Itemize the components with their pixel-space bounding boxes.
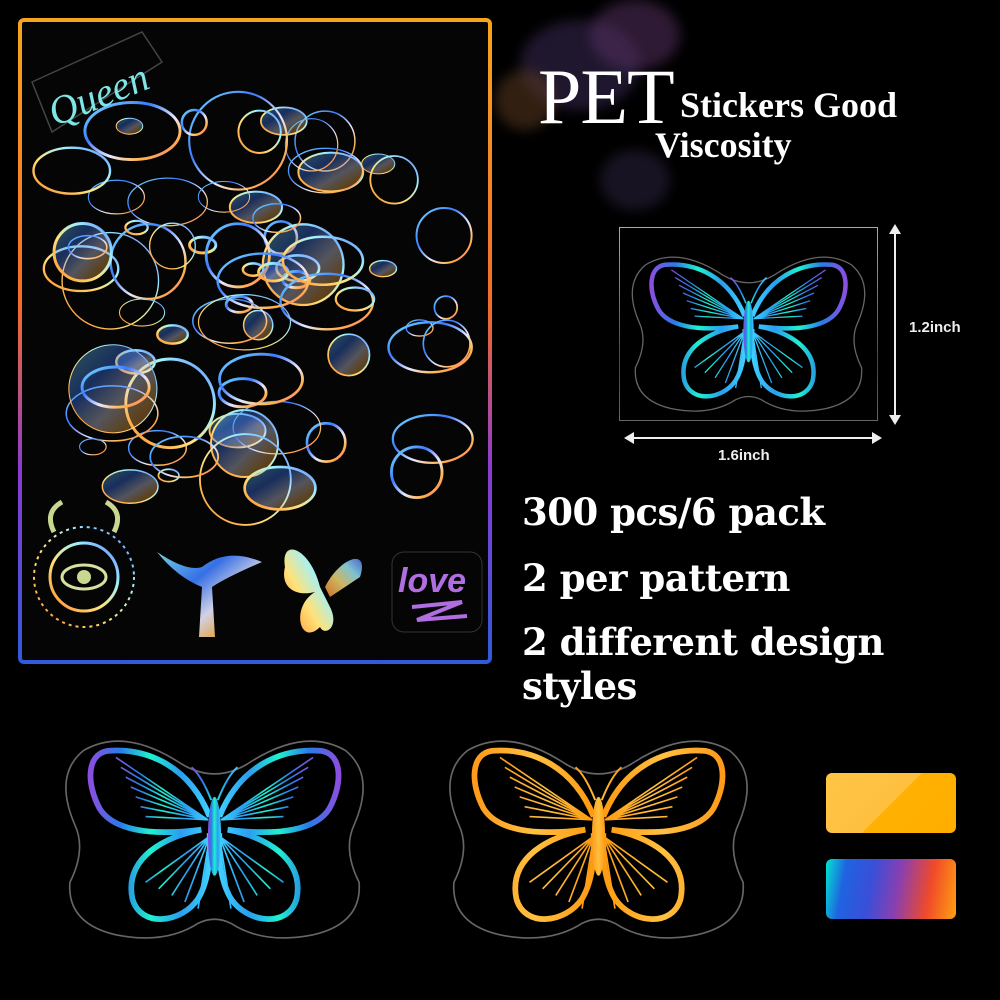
sticker-shape [32,146,112,195]
eye-sticker [33,499,135,628]
paint-splash [590,0,680,70]
headline-pet: PET [538,53,675,140]
sticker-shape [216,252,310,310]
sticker-shape [217,377,268,409]
sticker-shape [180,108,208,137]
headline-line2: Viscosity [655,125,792,165]
feature-per-pattern: 2 per pattern [522,556,790,600]
dimension-box [619,227,878,421]
holographic-color-swatch [826,859,956,919]
width-label: 1.6inch [718,447,770,464]
sticker-shape [281,235,365,287]
sticker-shape [83,101,182,162]
sticker-shape [327,333,371,377]
whale-tail-sticker [157,552,262,637]
sticker-shape [387,321,473,374]
height-arrow-icon [889,224,901,425]
sticker-outline [631,256,866,412]
sticker-shape [369,155,419,205]
sticker-shape [391,413,474,465]
love-sticker: love [391,551,483,633]
sticker-shape [188,90,289,191]
headline-line1: Stickers Good [680,85,898,125]
sticker-shape [115,117,144,135]
sticker-shape [415,206,473,265]
sticker-shape [87,179,146,215]
width-arrow-icon [624,432,882,444]
gold-color-swatch [826,773,956,833]
sticker-outline [65,740,364,939]
sticker-shape [52,222,113,283]
sticker-collage-photo: Queen love [18,18,492,664]
sticker-shape [78,438,107,456]
sticker-shape [334,286,376,312]
sticker-shape [149,435,220,479]
butterfly-sample [631,256,866,412]
sticker-shape [422,319,471,368]
sticker-shape [197,180,251,213]
sticker-shape [68,344,158,434]
sticker-shape [80,365,151,409]
sticker-shape [287,147,364,194]
queen-sticker: Queen [31,31,164,135]
paint-splash [495,70,555,130]
sticker-outline [449,740,748,939]
sticker-shape [218,352,304,406]
butterfly-sticker-small [284,549,362,633]
sticker-pile-image: Queen love [31,31,483,637]
butterfly-gold-style [449,740,748,939]
love-sticker-text: love [398,562,466,600]
feature-quantity: 300 pcs/6 pack [522,490,825,534]
sticker-shape [305,421,347,463]
height-label: 1.2inch [909,319,961,336]
sticker-shape [368,259,398,278]
sticker-shape [157,468,180,483]
feature-design-styles: 2 different design styles [522,620,884,708]
sticker-shape [127,177,208,227]
sticker-shape [237,109,282,154]
sticker-shape [252,203,302,234]
sticker-shape [284,118,339,172]
sticker-shape [228,190,284,224]
sticker-shape [188,235,218,255]
sticker-shape [390,445,444,499]
sticker-shape [101,469,159,504]
sticker-shape [127,429,188,467]
sticker-shape [197,294,292,351]
sticker-shape [156,324,190,345]
sticker-pile [32,90,474,526]
sticker-shape [124,219,149,236]
paint-splash [600,150,670,210]
sticker-shape [148,222,196,270]
sticker-shape [118,298,166,327]
sticker-shape [109,222,187,301]
sticker-shape [433,295,459,320]
sticker-shape [243,465,317,511]
sticker-shape [61,231,160,330]
butterfly-holographic-style [65,740,364,939]
sticker-shape [204,222,271,289]
